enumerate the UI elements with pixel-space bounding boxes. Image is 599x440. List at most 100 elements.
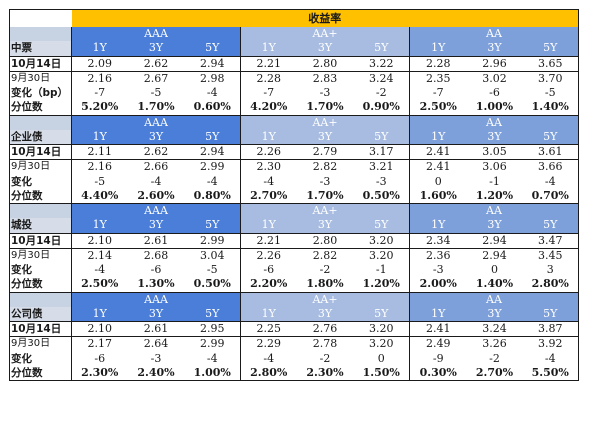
tenor-header: 3Y xyxy=(466,129,523,145)
value-cell: 2.10 xyxy=(71,321,128,338)
tenor-header: 1Y xyxy=(409,129,467,145)
value-cell: 2.40% xyxy=(127,365,185,381)
table-row: 变化 -6 -3 -4 -4 -2 0 -9 -2 -4 xyxy=(9,351,579,366)
value-cell: -1 xyxy=(489,174,500,188)
section-name-top xyxy=(9,292,72,307)
value-cell: 0.80% xyxy=(184,188,241,204)
value-cell: 2.82 xyxy=(312,248,338,262)
value-cell: -6 xyxy=(150,263,162,277)
tenor-header: 5Y xyxy=(184,218,241,234)
value-cell: -5 xyxy=(150,86,162,100)
section-name: 中票 xyxy=(9,41,72,57)
rating-header: AA xyxy=(409,27,579,42)
section-header-ratings: AAA AA+ AA xyxy=(9,292,579,307)
value-cell: 2.96 xyxy=(466,56,523,72)
value-cell: 2.50% xyxy=(409,100,467,116)
value-cell: 2.28 xyxy=(409,56,467,72)
tenor-header: 5Y xyxy=(522,218,579,234)
row-label: 变化 xyxy=(9,351,72,366)
tenor-header: 3Y xyxy=(127,306,185,322)
value-cell: 3.05 xyxy=(466,144,523,161)
value-cell: 2.49 xyxy=(409,336,467,352)
tenor-header: 1Y xyxy=(240,218,297,234)
rating-header: AAA xyxy=(71,27,241,42)
row-label: 分位数 xyxy=(9,365,72,381)
table-row: 10月14日 2.11 2.62 2.94 2.26 2.79 3.17 2.41 3.05 3.… xyxy=(9,144,579,161)
tenor-header: 5Y xyxy=(184,41,241,57)
title-blank xyxy=(9,9,72,27)
tenor-header: 3Y xyxy=(296,306,354,322)
value-cell: -7 xyxy=(71,86,128,101)
value-cell: 2.67 xyxy=(143,71,169,85)
tenor-header: 5Y xyxy=(184,129,241,145)
value-cell: 2.25 xyxy=(240,321,297,338)
value-cell: 2.62 xyxy=(127,144,185,161)
table-row: 9月30日 2.16 2.67 2.98 2.28 2.83 3.24 2.35 3.02 3.7… xyxy=(9,71,579,86)
value-cell: -6 xyxy=(71,351,128,366)
value-cell: 3.61 xyxy=(522,144,579,161)
value-cell: 2.61 xyxy=(127,321,185,338)
value-cell: 3.04 xyxy=(200,248,225,262)
value-cell: 2.99 xyxy=(184,233,241,249)
value-cell: 2.26 xyxy=(240,144,297,161)
tenor-header: 3Y xyxy=(127,41,185,57)
tenor-header: 1Y xyxy=(240,129,297,145)
tenor-header: 5Y xyxy=(184,306,241,322)
table-row: 10月14日 2.09 2.62 2.94 2.21 2.80 3.22 2.28 2.96 3.… xyxy=(9,56,579,72)
value-cell: 2.29 xyxy=(240,336,297,352)
tenor-header: 3Y xyxy=(296,41,354,57)
value-cell: 0 xyxy=(409,174,467,189)
rating-header: AA+ xyxy=(240,27,410,42)
tenor-header: 5Y xyxy=(353,129,410,145)
value-cell: -4 xyxy=(206,174,218,188)
value-cell: 2.94 xyxy=(482,248,507,262)
section-header-ratings: AAA AA+ AA xyxy=(9,115,579,130)
section-header-tenors: 公司债 1Y 3Y 5Y 1Y 3Y 5Y 1Y 3Y 5Y xyxy=(9,306,579,322)
value-cell: 1.70% xyxy=(296,100,354,116)
value-cell: 3.24 xyxy=(369,71,394,85)
value-cell: 1.50% xyxy=(353,365,410,381)
table-row: 9月30日 2.14 2.68 3.04 2.26 2.82 3.20 2.36 2.94 3.4… xyxy=(9,248,579,263)
rating-header: AA+ xyxy=(240,115,410,130)
value-cell: -5 xyxy=(522,86,579,101)
value-cell: 4.40% xyxy=(71,188,128,204)
table-row: 分位数 4.40% 2.60% 0.80% 2.70% 1.70% 0.50% 1.60% 1.… xyxy=(9,188,579,204)
value-cell: 2.80% xyxy=(240,365,297,381)
value-cell: 2.10 xyxy=(71,233,128,249)
row-label: 10月14日 xyxy=(9,144,72,161)
value-cell: 2.60% xyxy=(127,188,185,204)
value-cell: 2.70% xyxy=(240,188,297,204)
tenor-header: 1Y xyxy=(71,218,128,234)
row-label: 变化 xyxy=(9,263,72,278)
value-cell: 2.95 xyxy=(184,321,241,338)
value-cell: 3.26 xyxy=(482,337,507,351)
value-cell: -4 xyxy=(206,351,218,365)
value-cell: -4 xyxy=(71,263,128,278)
value-cell: 2.41 xyxy=(409,144,467,161)
value-cell: -1 xyxy=(375,263,387,277)
value-cell: 2.30 xyxy=(240,159,297,175)
table-row: 分位数 2.50% 1.30% 0.50% 2.20% 1.80% 1.20% 2.00% 1.… xyxy=(9,277,579,293)
value-cell: 2.80% xyxy=(522,277,579,293)
tenor-header: 3Y xyxy=(296,218,354,234)
row-label: 10月14日 xyxy=(9,233,72,249)
value-cell: 2.21 xyxy=(240,56,297,72)
value-cell: 2.41 xyxy=(409,159,467,175)
value-cell: 2.83 xyxy=(312,71,338,85)
value-cell: 3.92 xyxy=(522,336,579,352)
value-cell: -3 xyxy=(150,351,162,365)
tenor-header: 1Y xyxy=(71,41,128,57)
value-cell: -3 xyxy=(409,263,467,278)
value-cell: 3.87 xyxy=(522,321,579,338)
value-cell: 2.26 xyxy=(240,248,297,263)
tenor-header: 5Y xyxy=(353,306,410,322)
value-cell: 2.16 xyxy=(71,159,128,175)
value-cell: 2.94 xyxy=(184,144,241,161)
tenor-header: 3Y xyxy=(466,306,523,322)
value-cell: 0.90% xyxy=(353,100,410,116)
tenor-header: 3Y xyxy=(296,129,354,145)
table-row: 变化 -4 -6 -5 -6 -2 -1 -3 0 3 xyxy=(9,263,579,278)
value-cell: 0.70% xyxy=(522,188,579,204)
tenor-header: 1Y xyxy=(71,306,128,322)
tenor-header: 1Y xyxy=(240,41,297,57)
